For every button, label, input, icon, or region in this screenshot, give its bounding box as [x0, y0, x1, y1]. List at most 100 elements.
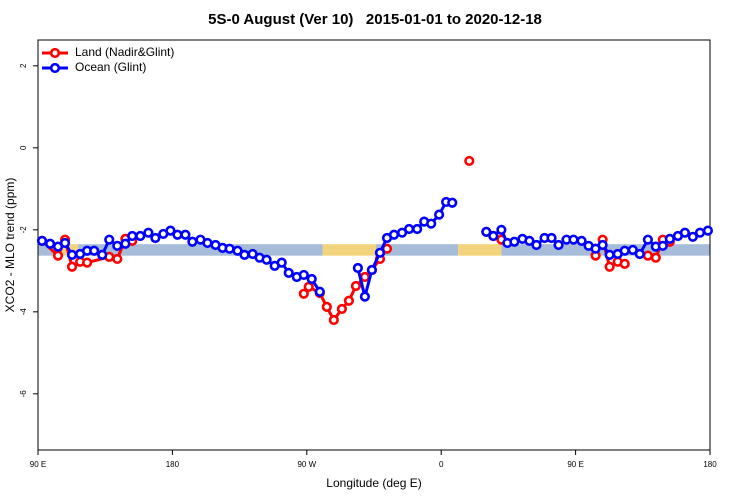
data-point — [66, 261, 78, 272]
y-tick-label: -2 — [19, 226, 28, 234]
data-point — [488, 230, 499, 242]
data-point — [172, 229, 183, 240]
data-point — [276, 257, 287, 268]
data-point — [180, 229, 191, 240]
data-point — [464, 155, 475, 167]
data-point — [59, 237, 71, 249]
data-point — [224, 243, 235, 254]
legend-label: Land (Nadir&Glint) — [75, 45, 174, 59]
data-point — [619, 245, 630, 256]
data-point — [127, 230, 138, 242]
data-point — [634, 248, 645, 260]
y-tick-label: -6 — [19, 390, 28, 398]
data-point — [298, 269, 309, 281]
data-point — [261, 254, 272, 265]
data-point — [687, 231, 698, 242]
data-point — [604, 261, 615, 272]
data-point — [642, 234, 653, 245]
data-point — [576, 235, 587, 246]
data-point — [679, 227, 691, 238]
data-point — [303, 281, 314, 292]
data-point — [66, 249, 78, 260]
data-point — [36, 235, 48, 246]
data-point — [568, 234, 579, 245]
data-point — [314, 286, 325, 297]
legend-label: Ocean (Glint) — [75, 60, 146, 74]
data-point — [143, 227, 154, 238]
x-tick-label: 180 — [703, 460, 717, 469]
data-point — [321, 301, 332, 313]
data-point — [531, 239, 542, 251]
data-point — [546, 232, 557, 244]
x-axis-label: Longitude (deg E) — [326, 476, 421, 490]
data-point — [328, 314, 339, 326]
data-point — [359, 291, 370, 302]
data-point — [44, 238, 56, 249]
data-point — [627, 244, 638, 256]
legend-marker — [49, 62, 61, 74]
y-tick-label: 0 — [19, 145, 28, 150]
data-point — [496, 224, 507, 235]
x-tick-label: 90 E — [30, 460, 46, 469]
data-point — [412, 223, 423, 235]
data-point — [664, 233, 675, 244]
data-point — [702, 225, 714, 236]
x-tick-label: 0 — [439, 460, 444, 469]
y-tick-label: 2 — [19, 63, 28, 68]
data-point — [642, 250, 653, 261]
data-point — [597, 239, 608, 251]
data-point — [306, 273, 317, 285]
data-point — [97, 249, 108, 260]
data-point — [650, 252, 661, 263]
data-point — [283, 267, 294, 278]
data-point — [657, 240, 668, 251]
data-point — [52, 250, 64, 261]
data-point — [239, 249, 250, 260]
data-point — [509, 236, 520, 247]
data-point — [366, 264, 378, 276]
surface-band — [375, 244, 459, 256]
data-point — [112, 253, 123, 265]
data-point — [343, 295, 355, 306]
data-point — [187, 236, 198, 247]
surface-band — [78, 244, 323, 256]
y-axis-label: XCO2 - MLO trend (ppm) — [3, 178, 17, 313]
data-point — [89, 245, 100, 256]
data-point — [524, 235, 535, 246]
y-tick-label: -4 — [19, 308, 28, 316]
data-point — [112, 240, 123, 251]
data-point — [352, 262, 363, 274]
data-point — [82, 257, 93, 268]
data-point — [481, 226, 492, 237]
data-point — [694, 227, 706, 238]
legend-marker — [49, 47, 61, 59]
data-point — [298, 288, 309, 299]
x-tick-label: 90 E — [567, 460, 583, 469]
data-point — [434, 209, 445, 220]
data-point — [104, 234, 115, 245]
data-point — [350, 280, 362, 292]
data-point — [336, 303, 347, 315]
x-tick-label: 90 W — [297, 460, 316, 469]
data-point — [165, 225, 176, 236]
data-point — [202, 237, 213, 249]
plot-frame — [37, 39, 711, 451]
data-point — [120, 238, 131, 249]
x-tick-label: 180 — [166, 460, 180, 469]
data-point — [426, 218, 437, 229]
surface-band — [458, 244, 502, 256]
data-point — [374, 247, 386, 258]
data-point — [619, 258, 630, 269]
data-point — [232, 245, 243, 256]
data-point — [150, 232, 161, 244]
surface-band — [322, 244, 376, 256]
data-point — [447, 197, 458, 208]
data-point — [388, 229, 400, 240]
surface-band — [38, 244, 56, 256]
data-point — [135, 230, 146, 242]
chart-title: 5S-0 August (Ver 10) 2015-01-01 to 2020-… — [208, 11, 542, 28]
data-point — [403, 223, 415, 235]
data-point — [553, 239, 564, 251]
data-point — [604, 249, 615, 260]
